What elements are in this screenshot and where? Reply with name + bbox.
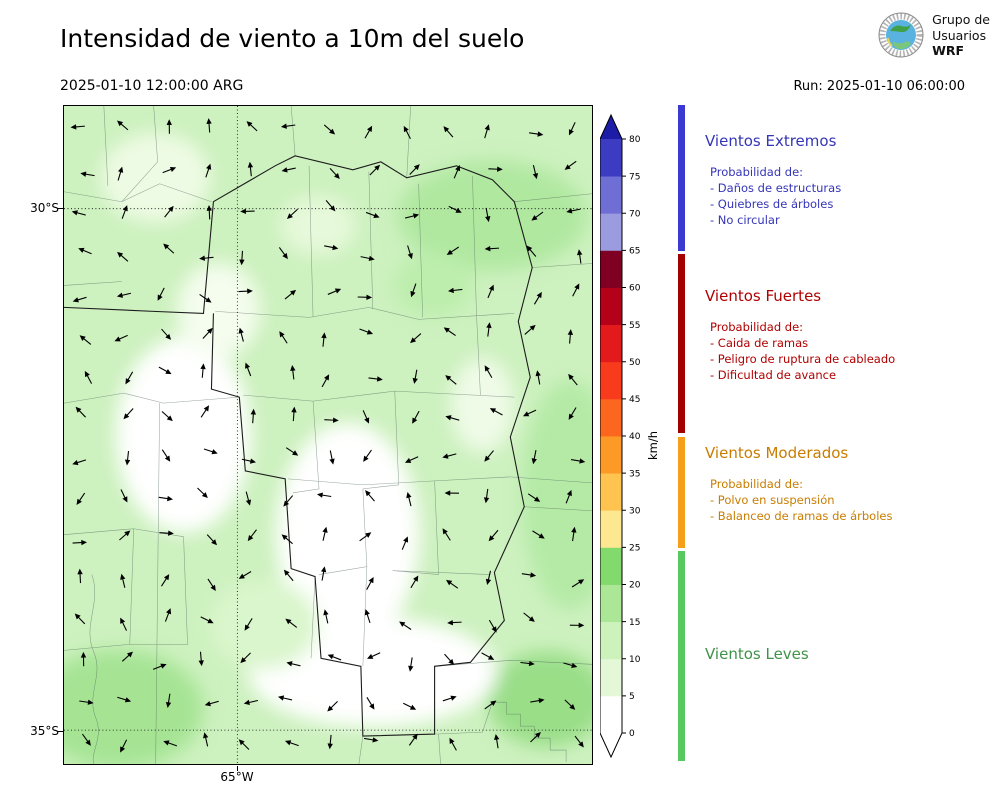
svg-text:75: 75: [629, 172, 640, 182]
lat-tick-label-30s: 30°S: [30, 201, 59, 215]
legend-strip-extremos: [678, 105, 685, 251]
lat-tick-mark-30s: [58, 208, 63, 209]
legend-item: - Polvo en suspensión: [710, 493, 835, 507]
svg-text:0: 0: [629, 729, 635, 739]
svg-text:60: 60: [629, 284, 641, 294]
legend-item: - Dificultad de avance: [710, 368, 837, 382]
map-canvas: [64, 106, 592, 764]
svg-text:20: 20: [629, 581, 641, 591]
lat-tick-mark-35s: [58, 731, 63, 732]
valid-datetime: 2025-01-10 12:00:00 ARG: [60, 78, 244, 94]
wrf-users-group-logo: Grupo de Usuarios WRF: [878, 12, 990, 59]
svg-text:45: 45: [629, 395, 640, 405]
lon-tick-label-65w: 65°W: [220, 770, 254, 784]
colorbar: 0 5 10 15 20 25 30 35 40 45 50 55 60 65 70 75 80: [600, 113, 641, 759]
legend-category-title: Vientos Leves: [705, 645, 809, 663]
legend-category-title: Vientos Moderados: [705, 444, 849, 462]
logo-line-2: Usuarios: [932, 27, 987, 43]
colorbar-unit-label: km/h: [646, 430, 660, 460]
legend-item: - Peligro de ruptura de cableado: [710, 352, 896, 366]
run-datetime: Run: 2025-01-10 06:00:00: [793, 79, 965, 94]
svg-text:25: 25: [629, 544, 640, 554]
province-boundary: [64, 155, 533, 737]
department-boundaries: [64, 106, 592, 764]
legend-category-title: Vientos Fuertes: [705, 287, 822, 305]
legend-item: - Quiebres de árboles: [710, 197, 834, 211]
svg-text:35: 35: [629, 469, 640, 479]
legend-category-fuertes: Vientos Fuertes Probabilidad de: - Caida…: [705, 287, 985, 383]
legend-item: - No circular: [710, 213, 780, 227]
legend-category-subtitle: Probabilidad de:: [710, 477, 804, 491]
wind-intensity-map: [63, 105, 593, 765]
legend-strip-leves: [678, 551, 685, 761]
legend-strip-moderados: [678, 437, 685, 548]
logo-text: Grupo de Usuarios WRF: [932, 12, 990, 59]
svg-text:65: 65: [629, 247, 640, 257]
svg-text:70: 70: [629, 209, 641, 219]
legend-category-extremos: Vientos Extremos Probabilidad de: - Daño…: [705, 132, 985, 228]
legend-category-subtitle: Probabilidad de:: [710, 165, 804, 179]
svg-text:15: 15: [629, 618, 640, 628]
svg-text:5: 5: [629, 692, 635, 702]
graticule-lines: [64, 106, 592, 764]
svg-text:80: 80: [629, 135, 641, 145]
legend-item: - Balanceo de ramas de árboles: [710, 509, 893, 523]
logo-line-3: WRF: [932, 43, 965, 58]
svg-text:55: 55: [629, 321, 640, 331]
lat-tick-label-35s: 35°S: [30, 724, 59, 738]
legend-category-subtitle: Probabilidad de:: [710, 320, 804, 334]
legend-item: - Daños de estructuras: [710, 181, 842, 195]
legend-item: - Caida de ramas: [710, 336, 809, 350]
legend-category-moderados: Vientos Moderados Probabilidad de: - Pol…: [705, 444, 985, 524]
svg-text:40: 40: [629, 432, 641, 442]
svg-text:30: 30: [629, 506, 641, 516]
svg-text:50: 50: [629, 358, 641, 368]
page-title: Intensidad de viento a 10m del suelo: [60, 24, 525, 53]
svg-text:10: 10: [629, 655, 641, 665]
legend-category-leves: Vientos Leves: [705, 645, 985, 663]
wind-arrows-layer: [70, 118, 586, 753]
legend-strip-fuertes: [678, 254, 685, 433]
legend-category-title: Vientos Extremos: [705, 132, 837, 150]
lon-tick-mark-65w: [237, 766, 238, 771]
logo-line-1: Grupo de: [932, 12, 990, 27]
globe-icon: [878, 12, 924, 58]
